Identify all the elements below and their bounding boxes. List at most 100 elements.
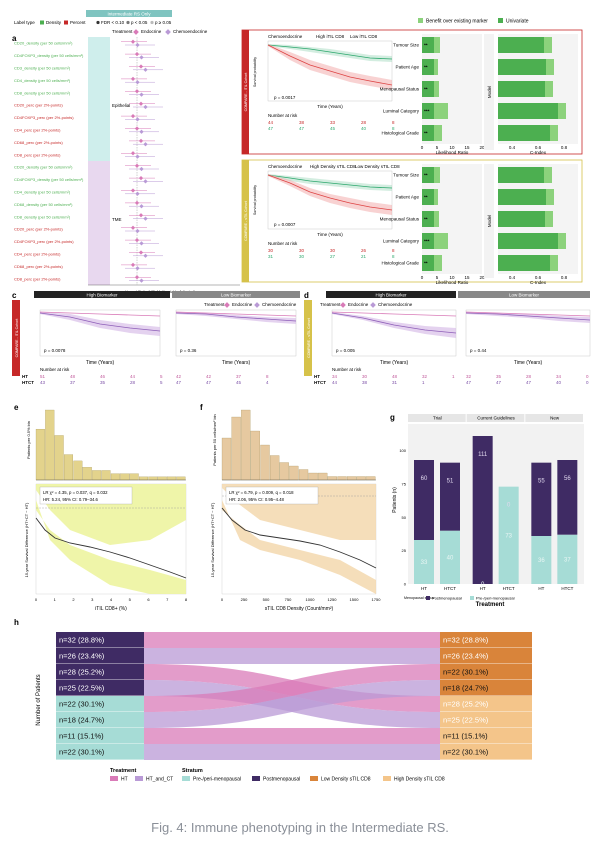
risk-cell-high-ht: 1 (452, 374, 455, 379)
cidx-xlabel: C-Index (530, 280, 547, 285)
lr-category-label: Menopausal Status (380, 87, 420, 92)
g-group-header: New (550, 416, 560, 421)
risk-cell-low-ht: 32 (466, 374, 472, 379)
cidx-bar-benefit (544, 37, 552, 53)
risk-cell-low-htct: 47 (496, 380, 502, 385)
g-bar-label-pre: 0 (481, 582, 485, 588)
panel-a-header-bar (86, 10, 172, 17)
cidx-bar-benefit (558, 233, 566, 249)
h-left-node (56, 632, 144, 648)
h-flow (144, 728, 440, 744)
h-left-node (56, 664, 144, 680)
cidx-bar-base (498, 37, 544, 53)
risk-cell-low-htct: 40 (556, 380, 562, 385)
d-risk-title: Number at risk (332, 367, 362, 372)
legend-univariate: Univariate (506, 19, 529, 25)
h-left-label: n=28 (25.2%) (59, 668, 105, 677)
lr-significance: ** (424, 173, 428, 178)
panel-d-label: d (304, 291, 309, 300)
h-legend-pre-swatch (182, 776, 190, 781)
h-right-node (440, 712, 532, 728)
e-xlabel: iTIL CD8+ (%) (95, 606, 127, 612)
h-left-node (56, 744, 144, 760)
g-x-tick: HTCT (503, 586, 515, 591)
hist-bar (270, 455, 280, 481)
hist-bar (298, 469, 309, 481)
c-xlabel-high: Time (Years) (86, 360, 115, 366)
risk-row-htct-label: HTCT (22, 380, 34, 385)
c-low-endo-curve (175, 311, 297, 317)
forest-row-label: CD8_perc (per 2%-points) (14, 152, 61, 157)
km-top-legend-high: High iTIL CD8 (316, 34, 345, 39)
risk-cell-low: 45 (330, 126, 336, 131)
forest-row-point-endocrine (134, 89, 140, 94)
forest-row-label: CD20_perc (per 2%-points) (14, 227, 63, 232)
x-tick-label: 5 (129, 597, 132, 602)
forest-row-point-endocrine (134, 275, 140, 280)
c-high-title: High Biomarker (86, 293, 118, 298)
risk-cell-high-htct: 38 (362, 380, 368, 385)
forest-row-label: CD4_density (per 50 cells/mm²) (14, 190, 71, 195)
h-legend-htct: HT_and_CT (146, 777, 173, 783)
cidx-chart-top: 0.4 0.6 0.8 C-Index (498, 34, 578, 155)
risk-cell-low-ht: 8 (266, 374, 269, 379)
group-tme: TME (112, 217, 122, 222)
forest-row-point-chemo (139, 241, 144, 246)
km-top-risk-title: Number at risk (268, 113, 298, 118)
hist-bar (167, 476, 177, 481)
lr-category-label: Histological Grade (381, 131, 419, 136)
g-bar-pre (531, 536, 552, 584)
legend-benefit-swatch (418, 18, 423, 23)
lr-tick-label: 20 (479, 275, 485, 280)
forest-row-label: CD8_density (per 50 cells/mm²) (14, 90, 71, 95)
treat-endocrine-a: Endocrine (141, 29, 162, 34)
cidx-bar-base (498, 189, 546, 205)
h-right-label: n=28 (25.2%) (443, 700, 489, 709)
lr-bar-benefit (434, 255, 442, 271)
g-bar-label-pre: 36 (538, 558, 545, 564)
cidx-xlabel: C-Index (530, 150, 547, 155)
h-legend-low-swatch (310, 776, 318, 781)
lr-xlabel: Likelihood Ratio (436, 280, 469, 285)
hist-bar (120, 473, 130, 481)
lr-category-label: Luminal Category (383, 239, 420, 244)
panel-a: a Intermediate RS Only Label type Densit… (12, 10, 240, 294)
forest-row-label: CD3_density (per 50 cells/mm²) (14, 66, 71, 71)
lr-bar-base (422, 255, 434, 271)
forest-row-label: CD8_perc (per 2%-points) (14, 276, 61, 281)
g-x-tick: HTCT (561, 586, 573, 591)
risk-cell-low-htct: 47 (206, 380, 212, 385)
lr-category-label: Tumour Size (393, 43, 419, 48)
cidx-bar-base (498, 233, 558, 249)
f-histogram (221, 409, 376, 481)
risk-cell-high-htct: 28 (130, 380, 136, 385)
e-ylabel: 15-year Survival Difference (HT+CT − HT) (24, 502, 29, 577)
panel-a-label: a (12, 34, 17, 43)
d-side-label: COMPARE - sTIL Cohort (307, 318, 311, 358)
forest-row-point-chemo (135, 80, 140, 85)
km-top-low-ci (268, 44, 392, 62)
km-top-high-curve (267, 44, 393, 86)
risk-cell-high-htct: 37 (70, 380, 76, 385)
endocrine-swatch-a (133, 29, 139, 35)
forest-row-point-endocrine (138, 64, 144, 69)
h-right-node (440, 696, 532, 712)
h-right-label: n=22 (30.1%) (443, 668, 489, 677)
hist-bar (110, 473, 120, 481)
forest-row-point-chemo (139, 55, 144, 60)
legend-percent-swatch (64, 20, 68, 25)
lr-significance: ** (424, 65, 428, 70)
x-tick-label: 0 (221, 597, 224, 602)
h-legend-post-swatch (252, 776, 260, 781)
h-right-node (440, 648, 532, 664)
forest-row-label: CD4_perc (per 2%-points) (14, 252, 61, 257)
cidx-bar-benefit (545, 211, 553, 227)
risk-cell-high: 30 (299, 248, 305, 253)
km-bottom-title: Chemoendocrine (268, 164, 303, 169)
forest-row-point-chemo (143, 104, 148, 110)
lr-category-label: Menopausal Status (380, 217, 420, 222)
forest-row-label: CD8_density (per 50 cells/mm²) (14, 214, 71, 219)
epithelial-band (88, 37, 110, 161)
h-left-label: n=32 (28.8%) (59, 636, 105, 645)
